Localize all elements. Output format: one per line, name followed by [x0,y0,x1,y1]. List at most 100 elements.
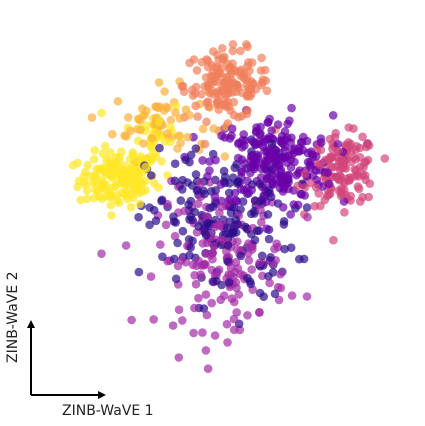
scatter-point-dark-blue-cluster [257,251,267,261]
scatter-point-dark-blue-cluster [176,196,186,205]
scatter-point-light-orange-cluster [183,132,192,142]
scatter-point-yellow-cluster [73,158,82,168]
scatter-point-orange-cluster [189,55,199,64]
scatter-point-light-orange-cluster [87,113,97,122]
scatter-point-pink-cluster [329,235,338,245]
scatter-point-magenta-cluster [257,218,266,227]
scatter-point-dark-blue-cluster [178,185,187,194]
scatter-point-purple-cluster [189,132,198,142]
scatter-point-purple-cluster [262,224,271,233]
scatter-point-dark-blue-cluster [279,217,289,226]
scatter-point-purple-cluster [267,126,277,135]
scatter-point-magenta-cluster [244,256,254,265]
scatter-point-dark-blue-cluster [191,170,201,179]
scatter-point-pink-cluster [352,142,362,151]
scatter-point-yellow-cluster [135,199,144,209]
scatter-point-magenta-cluster [229,314,239,324]
scatter-point-dark-blue-cluster [250,196,260,205]
scatter-point-yellow-cluster [156,130,165,139]
scatter-point-yellow-cluster [100,167,110,177]
scatter-point-pink-cluster [316,160,325,170]
scatter-point-purple-cluster [227,124,237,133]
scatter-point-yellow-cluster [74,176,84,186]
scatter-point-pink-cluster [380,154,390,163]
scatter-point-magenta-cluster [226,263,236,273]
scatter-point-magenta-cluster [198,328,207,337]
scatter-point-magenta-cluster [255,258,264,268]
scatter-point-dark-blue-cluster [255,179,265,189]
scatter-point-purple-cluster [273,120,283,129]
scatter-point-yellow-cluster [76,195,85,205]
scatter-point-purple-cluster [308,171,318,180]
scatter-point-light-orange-cluster [220,152,230,161]
scatter-point-dark-blue-cluster [222,223,232,232]
scatter-point-pink-cluster [340,185,349,195]
scatter-point-light-orange-cluster [136,125,145,135]
scatter-point-purple-cluster [289,200,299,209]
scatter-point-magenta-cluster [233,237,242,246]
scatter-point-magenta-cluster [209,242,219,251]
scatter-point-magenta-cluster [214,220,224,229]
scatter-point-orange-cluster [229,110,239,120]
scatter-point-dark-blue-cluster [134,267,144,277]
scatter-point-magenta-cluster [170,231,180,241]
scatter-point-orange-cluster [243,73,252,82]
scatter-point-light-orange-cluster [140,111,149,120]
scatter-point-magenta-cluster [214,265,224,275]
scatter-point-orange-cluster [237,111,247,121]
scatter-point-magenta-cluster [195,178,205,188]
scatter-point-magenta-cluster [227,294,237,303]
scatter-point-purple-cluster [247,185,256,195]
scatter-point-orange-cluster [209,47,218,56]
scatter-point-purple-cluster [260,192,269,202]
scatter-point-light-orange-cluster [124,113,133,122]
scatter-point-dark-blue-cluster [158,252,167,261]
scatter-point-dark-blue-cluster [224,278,234,287]
scatter-point-pink-cluster [349,124,358,133]
scatter-point-pink-cluster [336,171,345,181]
scatter-point-magenta-cluster [202,212,212,221]
scatter-point-magenta-cluster [219,291,229,301]
scatter-point-dark-blue-cluster [157,195,167,205]
scatter-point-magenta-cluster [203,364,213,374]
scatter-point-orange-cluster [208,90,218,99]
scatter-point-purple-cluster [323,168,332,177]
scatter-point-purple-cluster [275,136,285,146]
scatter-point-magenta-cluster [190,303,199,313]
scatter-point-magenta-cluster [198,239,208,248]
scatter-point-magenta-cluster [255,308,264,317]
scatter-point-orange-cluster [228,46,238,56]
scatter-point-orange-cluster [257,53,266,63]
scatter-point-purple-cluster [272,152,281,162]
scatter-point-dark-blue-cluster [233,219,242,229]
scatter-point-light-orange-cluster [120,131,129,140]
scatter-point-purple-cluster [316,138,326,147]
scatter-point-purple-cluster [328,111,338,120]
scatter-point-light-orange-cluster [152,102,161,111]
scatter-point-yellow-cluster [135,176,145,186]
scatter-point-magenta-cluster [302,292,312,301]
scatter-point-purple-cluster [232,197,242,206]
scatter-point-yellow-cluster [106,200,116,210]
scatter-point-purple-cluster [333,139,343,149]
scatter-point-yellow-cluster [141,162,150,172]
scatter-point-orange-cluster [200,139,210,149]
scatter-point-dark-blue-cluster [199,304,209,313]
scatter-point-purple-cluster [249,154,258,164]
scatter-point-dark-blue-cluster [219,166,229,176]
scatter-point-dark-blue-cluster [270,289,280,299]
scatter-point-purple-cluster [252,126,261,136]
scatter-point-purple-cluster [263,118,273,127]
scatter-point-pink-cluster [337,155,346,165]
scatter-point-dark-blue-cluster [149,205,159,215]
scatter-point-dark-blue-cluster [259,292,269,302]
scatter-point-yellow-cluster [126,165,136,174]
scatter-point-orange-cluster [208,68,217,77]
scatter-point-light-orange-cluster [173,144,182,153]
scatter-point-dark-blue-cluster [212,276,221,286]
scatter-point-yellow-cluster [82,194,92,204]
scatter-point-dark-blue-cluster [280,244,289,254]
scatter-point-light-orange-cluster [163,129,172,138]
scatter-point-yellow-cluster [121,177,130,187]
